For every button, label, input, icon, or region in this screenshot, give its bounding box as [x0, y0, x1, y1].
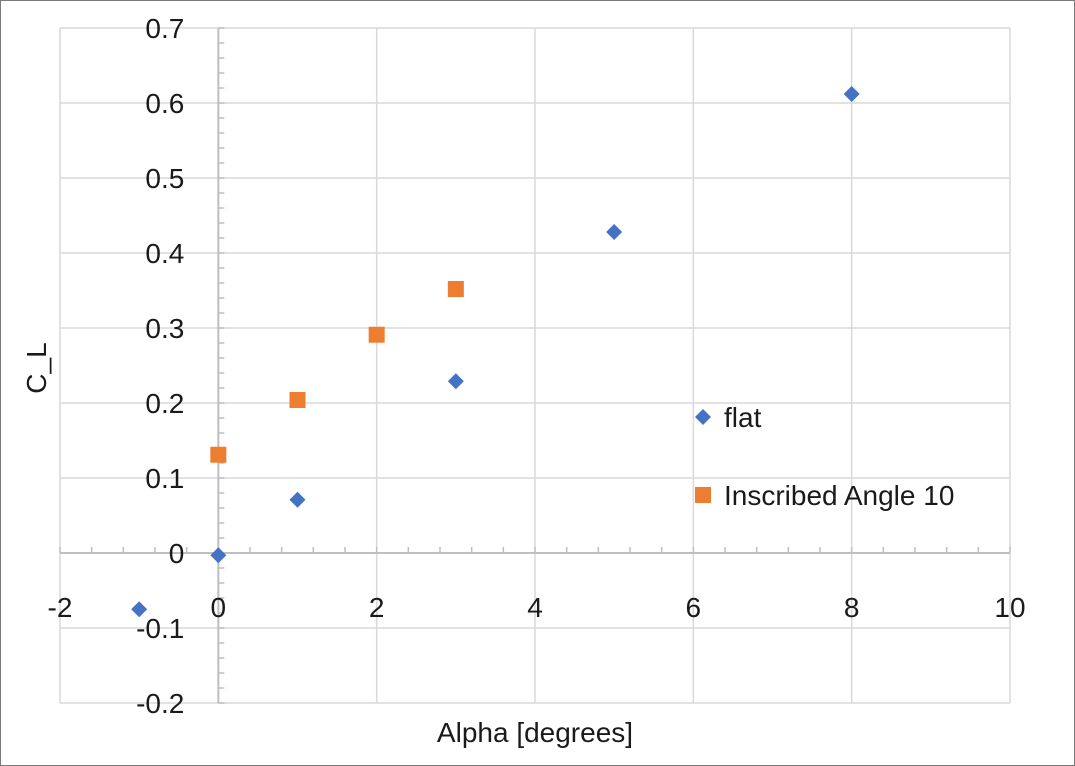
legend: flat Inscribed Angle 10 — [695, 402, 954, 511]
data-points — [131, 86, 860, 618]
tick-labels: -2 0 2 4 6 8 10 -0.2 -0.1 0 0.1 0.2 0.3 0.4 0.5 0.6 0.7 — [48, 13, 1026, 719]
legend-item-flat: flat — [695, 402, 762, 433]
data-point-flat — [447, 373, 464, 390]
legend-marker-flat — [695, 409, 711, 425]
data-point-flat — [210, 547, 227, 564]
x-tick-label: 8 — [844, 592, 860, 623]
y-tick-label: 0 — [169, 538, 185, 569]
y-tick-label: 0.4 — [145, 238, 184, 269]
data-point-inscribed-angle-10 — [447, 281, 464, 297]
y-axis-title: C_L — [21, 342, 52, 393]
x-tick-label: 10 — [994, 592, 1025, 623]
x-tick-label: 0 — [211, 592, 227, 623]
y-tick-label: 0.2 — [145, 388, 184, 419]
data-point-flat — [843, 86, 860, 102]
data-point-flat — [606, 224, 623, 240]
legend-label-flat: flat — [724, 402, 762, 433]
y-tick-label: -0.1 — [136, 613, 184, 644]
data-point-flat — [131, 601, 148, 618]
data-point-inscribed-angle-10 — [210, 446, 227, 463]
x-tick-label: 4 — [527, 592, 543, 623]
y-tick-label: 0.1 — [145, 463, 184, 494]
legend-item-inscribed-angle-10: Inscribed Angle 10 — [695, 480, 954, 511]
y-tick-label: 0.3 — [145, 313, 184, 344]
y-tick-label: 0.7 — [145, 13, 184, 44]
y-tick-label: 0.6 — [145, 88, 184, 119]
data-point-flat — [289, 491, 306, 508]
y-tick-label: -0.2 — [136, 688, 184, 719]
x-tick-label: 2 — [369, 592, 385, 623]
data-point-inscribed-angle-10 — [289, 392, 306, 408]
x-tick-label: 6 — [686, 592, 702, 623]
x-axis-title: Alpha [degrees] — [437, 717, 633, 748]
axes — [59, 27, 1011, 704]
data-point-inscribed-angle-10 — [368, 326, 385, 343]
legend-marker-inscribed-angle-10 — [695, 487, 711, 503]
legend-label-inscribed-angle-10: Inscribed Angle 10 — [724, 480, 954, 511]
x-tick-label: -2 — [48, 592, 73, 623]
y-tick-label: 0.5 — [145, 163, 184, 194]
